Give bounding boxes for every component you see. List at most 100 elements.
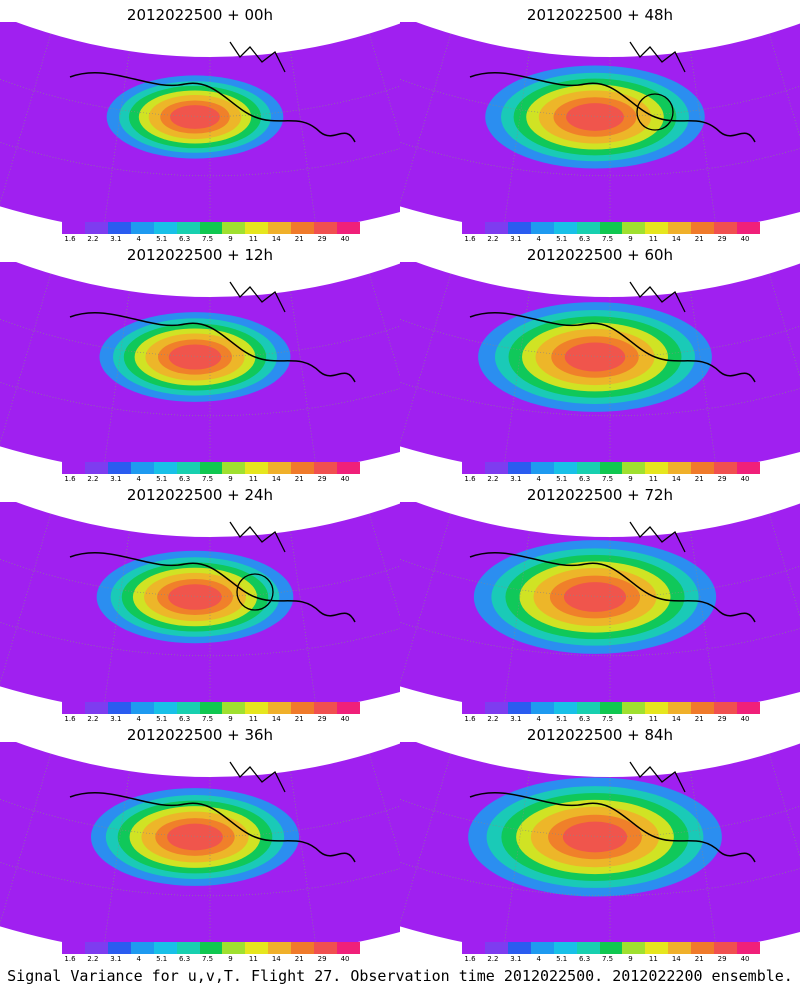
colorbar-ticks: 1.6 2.2 3.1 4 5.1 6.3 7.5 9 11 14 21 29 40 xyxy=(62,235,360,245)
colorbar-tick-label: 1.6 xyxy=(464,235,476,243)
colorbar-tick-label: 4 xyxy=(536,955,541,963)
variance-map xyxy=(400,502,800,702)
colorbar-tick-label: 40 xyxy=(340,475,350,483)
colorbar-swatch xyxy=(714,222,738,234)
colorbar-tick-label: 2.2 xyxy=(87,955,99,963)
colorbar-swatch xyxy=(153,942,177,954)
colorbar-tick-label: 14 xyxy=(271,955,281,963)
colorbar-swatch xyxy=(507,702,531,714)
colorbar-tick-label: 29 xyxy=(317,235,327,243)
colorbar-swatch xyxy=(737,702,760,714)
colorbar-tick-label: 40 xyxy=(340,235,350,243)
panel-title: 2012022500 + 84h xyxy=(526,726,674,744)
colorbar-swatch xyxy=(691,942,715,954)
colorbar-swatch xyxy=(599,942,623,954)
colorbar-tick-label: 14 xyxy=(671,955,681,963)
colorbar-swatch xyxy=(268,942,292,954)
colorbar-tick-label: 3.1 xyxy=(110,475,122,483)
colorbar-tick-label: 29 xyxy=(317,715,327,723)
colorbar-tick-label: 29 xyxy=(317,955,327,963)
colorbar-swatch xyxy=(668,222,692,234)
colorbar-tick-label: 29 xyxy=(717,955,727,963)
colorbar-swatch xyxy=(314,942,338,954)
colorbar-tick-label: 14 xyxy=(671,715,681,723)
colorbar-tick-label: 40 xyxy=(740,715,750,723)
colorbar-swatch xyxy=(176,702,200,714)
colorbar-tick-label: 7.5 xyxy=(201,235,214,243)
panel-title: 2012022500 + 48h xyxy=(526,6,674,24)
colorbar-tick-label: 29 xyxy=(717,715,727,723)
colorbar-swatch xyxy=(291,462,315,474)
map-panel: 2012022500 + 60h 1.6 2.2 3.1 4 5.1 6.3 7.5 9 11 14… xyxy=(400,240,800,483)
colorbar-swatch xyxy=(737,222,760,234)
colorbar-swatch xyxy=(737,942,760,954)
colorbar-tick-label: 6.3 xyxy=(579,235,591,243)
colorbar xyxy=(462,942,760,954)
colorbar-tick-label: 4 xyxy=(536,715,541,723)
colorbar-tick-label: 2.2 xyxy=(487,955,499,963)
map-panel: 2012022500 + 72h 1.6 2.2 3.1 4 5.1 6.3 7.5 9 11 14… xyxy=(400,480,800,723)
colorbar-swatch xyxy=(314,222,338,234)
colorbar-swatch xyxy=(691,702,715,714)
panel-title: 2012022500 + 72h xyxy=(526,486,674,504)
colorbar-swatch xyxy=(462,222,485,234)
colorbar-swatch xyxy=(245,222,269,234)
map-panel: 2012022500 + 00h 1.6 2.2 3.1 4 5.1 6.3 7.5 9 11 14… xyxy=(0,0,400,243)
colorbar-swatch xyxy=(314,462,338,474)
colorbar-swatch xyxy=(576,942,600,954)
colorbar-tick-label: 40 xyxy=(740,955,750,963)
colorbar-swatch xyxy=(268,462,292,474)
colorbar-swatch xyxy=(599,222,623,234)
colorbar-tick-label: 5.1 xyxy=(556,475,568,483)
colorbar-tick-label: 21 xyxy=(294,235,304,243)
variance-map xyxy=(0,742,400,942)
colorbar-swatch xyxy=(62,942,85,954)
colorbar-swatch xyxy=(484,702,508,714)
colorbar-swatch xyxy=(576,222,600,234)
colorbar-tick-label: 40 xyxy=(740,475,750,483)
colorbar-swatch xyxy=(530,222,554,234)
colorbar-swatch xyxy=(622,702,646,714)
panel-title: 2012022500 + 60h xyxy=(526,246,674,264)
colorbar-tick-label: 21 xyxy=(694,235,704,243)
colorbar-swatch xyxy=(291,702,315,714)
colorbar-swatch xyxy=(484,942,508,954)
colorbar-tick-label: 1.6 xyxy=(64,715,76,723)
colorbar-swatch xyxy=(691,222,715,234)
colorbar-tick-label: 2.2 xyxy=(487,475,499,483)
colorbar-tick-label: 29 xyxy=(717,235,727,243)
colorbar-swatch xyxy=(530,942,554,954)
colorbar-tick-label: 7.5 xyxy=(201,715,214,723)
colorbar-swatch xyxy=(84,942,108,954)
colorbar-swatch xyxy=(199,942,223,954)
colorbar-tick-label: 29 xyxy=(317,475,327,483)
variance-map xyxy=(0,262,400,462)
colorbar-tick-label: 21 xyxy=(294,715,304,723)
colorbar-tick-label: 9 xyxy=(228,955,233,963)
variance-map xyxy=(400,742,800,942)
colorbar-tick-label: 11 xyxy=(248,955,258,963)
colorbar-tick-label: 6.3 xyxy=(179,475,191,483)
colorbar-swatch xyxy=(268,222,292,234)
colorbar-swatch xyxy=(599,702,623,714)
colorbar-tick-label: 6.3 xyxy=(179,235,191,243)
colorbar-tick-label: 11 xyxy=(248,715,258,723)
colorbar-tick-label: 2.2 xyxy=(87,475,99,483)
colorbar-tick-label: 6.3 xyxy=(579,715,591,723)
variance-map xyxy=(400,262,800,462)
colorbar-swatch xyxy=(199,222,223,234)
panel-title: 2012022500 + 36h xyxy=(126,726,274,744)
panel-title: 2012022500 + 12h xyxy=(126,246,274,264)
colorbar-swatch xyxy=(245,942,269,954)
colorbar-swatch xyxy=(484,222,508,234)
colorbar-tick-label: 5.1 xyxy=(556,715,568,723)
colorbar-swatch xyxy=(576,702,600,714)
colorbar-swatch xyxy=(668,702,692,714)
colorbar-tick-label: 9 xyxy=(228,235,233,243)
colorbar-swatch xyxy=(62,462,85,474)
colorbar-swatch xyxy=(222,222,246,234)
colorbar-tick-label: 7.5 xyxy=(601,475,614,483)
variance-map xyxy=(0,502,400,702)
colorbar-swatch xyxy=(599,462,623,474)
colorbar-swatch xyxy=(507,222,531,234)
